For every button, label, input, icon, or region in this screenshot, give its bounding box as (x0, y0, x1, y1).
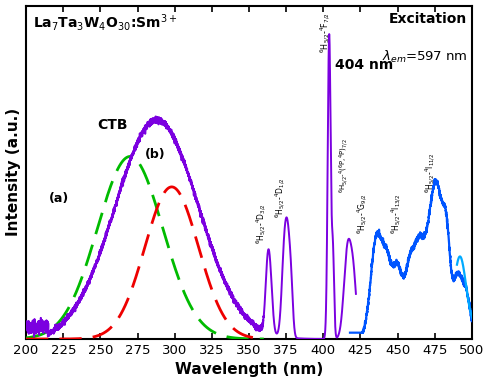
Text: $^6$H$_{5/2}$-$^4$D$_{1/2}$: $^6$H$_{5/2}$-$^4$D$_{1/2}$ (274, 178, 288, 218)
Text: La$_7$Ta$_3$W$_4$O$_{30}$:Sm$^{3+}$: La$_7$Ta$_3$W$_4$O$_{30}$:Sm$^{3+}$ (33, 12, 177, 33)
Text: $^6$H$_{5/2}$-$^4$G$_{9/2}$: $^6$H$_{5/2}$-$^4$G$_{9/2}$ (356, 194, 370, 234)
X-axis label: Wavelength (nm): Wavelength (nm) (175, 362, 323, 377)
Text: CTB: CTB (97, 118, 127, 133)
Text: Excitation: Excitation (389, 12, 467, 26)
Text: $^6$H$_{5/2}$-$^4$I$_{13/2}$: $^6$H$_{5/2}$-$^4$I$_{13/2}$ (390, 194, 404, 234)
Text: $\lambda_{em}$=597 nm: $\lambda_{em}$=597 nm (382, 49, 467, 65)
Text: $^6$H$_{5/2}$-$^4$($^6$P,$^4$P)$_{7/2}$: $^6$H$_{5/2}$-$^4$($^6$P,$^4$P)$_{7/2}$ (337, 138, 350, 193)
Text: (a): (a) (49, 193, 69, 205)
Y-axis label: Intensity (a.u.): Intensity (a.u.) (5, 108, 21, 236)
Text: 404 nm: 404 nm (335, 58, 393, 72)
Text: $^6$H$_{5/2}$-$^4$D$_{3/2}$: $^6$H$_{5/2}$-$^4$D$_{3/2}$ (254, 203, 269, 244)
Text: $^6$H$_{5/2}$-$^4$I$_{11/2}$: $^6$H$_{5/2}$-$^4$I$_{11/2}$ (424, 152, 438, 193)
Text: $^6$H$_{5/2}$-$^4$F$_{7/2}$: $^6$H$_{5/2}$-$^4$F$_{7/2}$ (318, 12, 333, 53)
Text: (b): (b) (145, 148, 166, 161)
